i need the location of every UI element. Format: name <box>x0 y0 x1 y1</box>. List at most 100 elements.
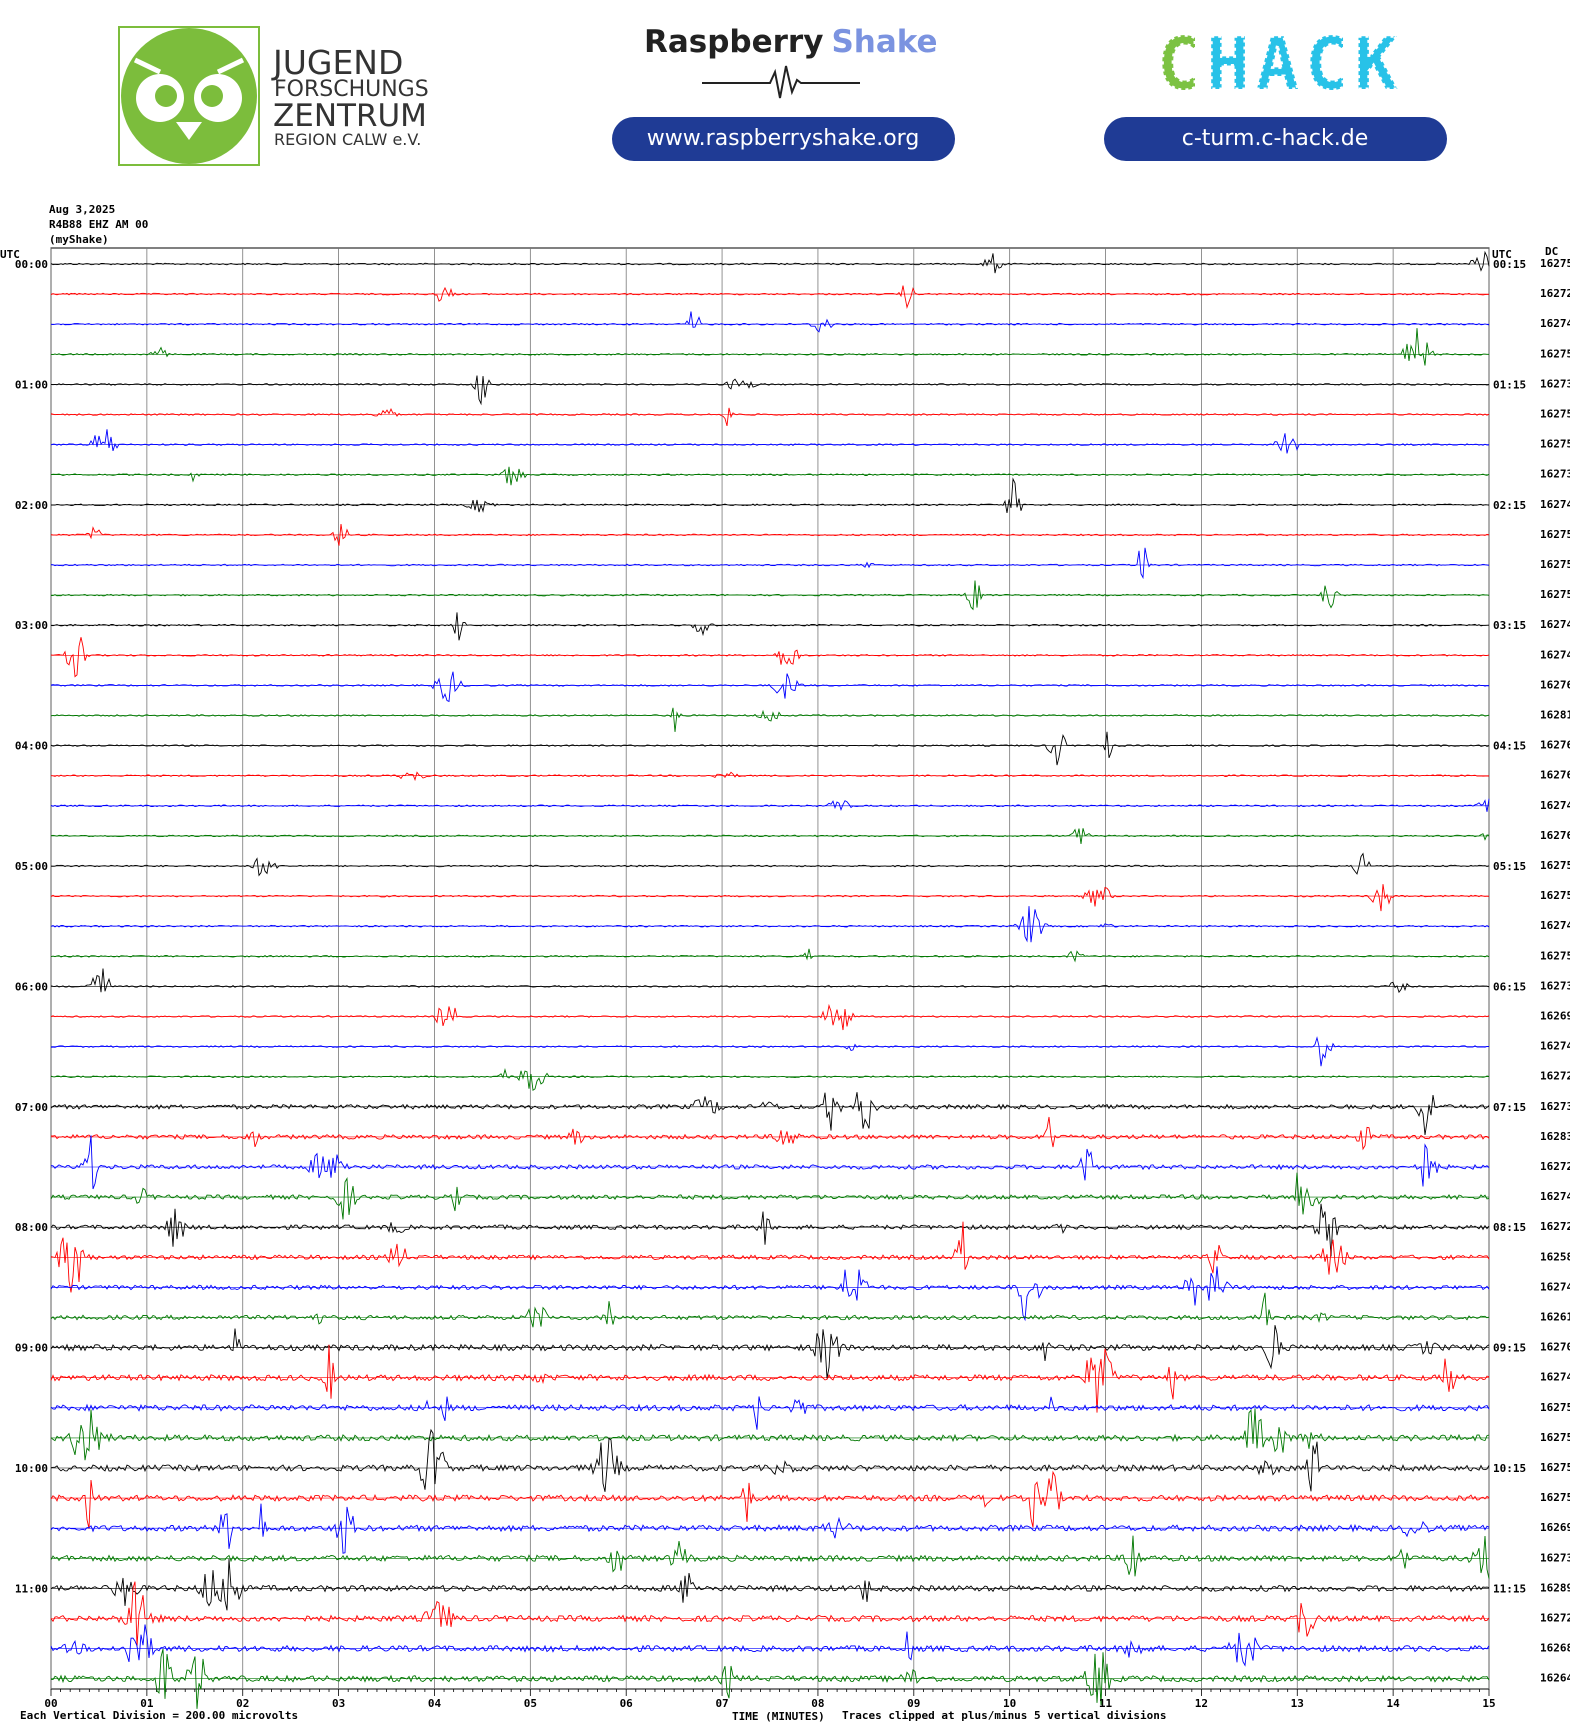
seismic-trace <box>50 466 1490 486</box>
seismic-trace <box>50 1470 1490 1529</box>
left-hour-label: 01:00 <box>15 378 48 391</box>
left-hour-label: 00:00 <box>15 258 48 271</box>
seismic-trace <box>50 1203 1490 1257</box>
jfz-logo <box>118 26 260 166</box>
seismic-trace <box>50 524 1490 546</box>
right-hour-label: 05:15 <box>1493 860 1526 873</box>
rs-url[interactable]: www.raspberryshake.org <box>647 126 920 151</box>
seismic-trace <box>50 1172 1490 1220</box>
dc-label: 16275 <box>1540 588 1570 601</box>
dc-label: 16276 <box>1540 829 1570 842</box>
seismic-trace <box>50 375 1490 406</box>
seismic-trace <box>50 1292 1490 1328</box>
rs-brand-1: Raspberry <box>644 24 823 60</box>
dc-label: 16274 <box>1540 799 1570 812</box>
seismic-trace <box>50 1325 1490 1379</box>
seismic-trace <box>50 1581 1490 1648</box>
left-hour-label: 05:00 <box>15 860 48 873</box>
seismic-trace <box>50 311 1490 333</box>
dc-label: 16273 <box>1540 377 1570 390</box>
left-hour-label: 11:00 <box>15 1582 48 1595</box>
seismic-trace <box>50 671 1490 703</box>
seismic-trace <box>50 580 1490 611</box>
logo-line: JUGEND <box>271 43 403 82</box>
left-hour-label: 06:00 <box>15 980 48 993</box>
x-tick-label: 06 <box>620 1697 634 1710</box>
seismic-trace <box>50 1503 1490 1554</box>
dc-label: 16275 <box>1540 1401 1570 1414</box>
dc-label: 16275 <box>1540 257 1570 270</box>
right-hour-label: 01:15 <box>1493 378 1526 391</box>
seismic-trace <box>50 1092 1490 1135</box>
x-label: TIME (MINUTES) <box>732 1710 825 1723</box>
right-hour-label: 06:15 <box>1493 980 1526 993</box>
right-hour-label: 09:15 <box>1493 1342 1526 1355</box>
x-tick-label: 05 <box>524 1697 537 1710</box>
x-tick-label: 15 <box>1482 1697 1495 1710</box>
dc-label: 16275 <box>1540 1461 1570 1474</box>
chack-logo: CHACK <box>1157 22 1404 106</box>
dc-title: DC <box>1545 245 1558 258</box>
x-tick-label: 07 <box>715 1697 728 1710</box>
seismic-trace <box>50 1116 1490 1151</box>
left-hour-label: 02:00 <box>15 499 48 512</box>
dc-label: 16275 <box>1540 1491 1570 1504</box>
x-tick-label: 03 <box>332 1697 345 1710</box>
seismic-trace <box>50 1067 1490 1091</box>
right-hour-label: 08:15 <box>1493 1221 1526 1234</box>
dc-label: 16273 <box>1540 1100 1570 1113</box>
seismic-trace <box>50 1648 1490 1709</box>
seismic-trace <box>50 1558 1490 1611</box>
seismic-trace <box>50 637 1490 678</box>
seismic-trace <box>50 547 1490 580</box>
x-tick-label: 01 <box>140 1697 154 1710</box>
dc-label: 16274 <box>1540 1040 1570 1053</box>
dc-label: 16274 <box>1540 1280 1570 1293</box>
x-tick-label: 09 <box>907 1697 920 1710</box>
rs-brand-2: Shake <box>831 24 937 60</box>
right-hour-label: 04:15 <box>1493 740 1526 753</box>
dc-label: 16289 <box>1540 1581 1570 1594</box>
dc-label: 16274 <box>1540 919 1570 932</box>
left-hour-label: 10:00 <box>15 1462 48 1475</box>
logo-line: ZENTRUM <box>273 98 427 134</box>
seismic-trace <box>50 429 1490 454</box>
source: (myShake) <box>49 233 109 246</box>
dc-label: 16275 <box>1540 889 1570 902</box>
dc-label: 16275 <box>1540 347 1570 360</box>
seismic-trace <box>50 407 1490 427</box>
seismic-trace <box>50 1396 1490 1430</box>
dc-label: 16281 <box>1540 709 1570 722</box>
seismic-trace <box>50 707 1490 732</box>
right-hour-label: 00:15 <box>1493 258 1526 271</box>
chack-url[interactable]: c-turm.c-hack.de <box>1182 126 1368 151</box>
dc-label: 16276 <box>1540 769 1570 782</box>
left-hour-label: 07:00 <box>15 1101 48 1114</box>
dc-label: 16272 <box>1540 1220 1570 1233</box>
dc-label: 16272 <box>1540 1070 1570 1083</box>
dc-label: 16264 <box>1540 1672 1570 1685</box>
dc-label: 16274 <box>1540 618 1570 631</box>
dc-label: 16268 <box>1540 1642 1570 1655</box>
logo-line: REGION CALW e.V. <box>274 130 421 149</box>
chack-url-pill[interactable] <box>1104 117 1447 161</box>
right-hour-label: 03:15 <box>1493 619 1526 632</box>
dc-label: 16275 <box>1540 859 1570 872</box>
chack-c: C <box>1157 22 1206 106</box>
dc-label: 16276 <box>1540 678 1570 691</box>
dc-label: 16273 <box>1540 468 1570 481</box>
rs-url-pill[interactable] <box>612 117 955 161</box>
seismic-trace <box>50 771 1490 782</box>
seismic-trace <box>50 477 1490 513</box>
dc-label: 16275 <box>1540 949 1570 962</box>
dc-label: 16261 <box>1540 1311 1570 1324</box>
seismic-trace <box>50 884 1490 912</box>
right-hour-label: 07:15 <box>1493 1101 1526 1114</box>
dc-label: 16270 <box>1540 1341 1570 1354</box>
seismic-trace <box>50 968 1490 994</box>
station: R4B88 EHZ AM 00 <box>49 218 148 231</box>
dc-label: 16275 <box>1540 1431 1570 1444</box>
x-tick-label: 14 <box>1387 1697 1401 1710</box>
clip-note: Traces clipped at plus/minus 5 vertical … <box>842 1709 1167 1722</box>
